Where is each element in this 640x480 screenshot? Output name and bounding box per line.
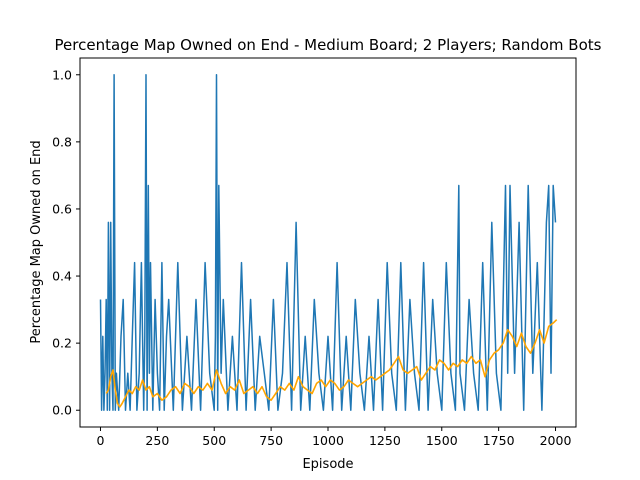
x-tick-label: 1750 [483,433,515,448]
x-axis: 0 250 500 750 1000 1250 1500 1750 2000 [97,427,572,448]
x-tick-label: 250 [145,433,169,448]
y-axis-label: Percentage Map Owned on End [29,140,44,343]
x-tick-label: 750 [259,433,283,448]
y-tick-label: 0.4 [52,269,72,284]
series-layer [99,74,558,411]
series-line-raw [99,74,557,411]
y-axis: 0.0 0.2 0.4 0.6 0.8 1.0 [52,67,80,418]
series-line-moving-average [105,319,558,408]
y-tick-label: 0.0 [52,403,72,418]
y-tick-label: 0.6 [52,201,72,216]
y-tick-label: 0.2 [52,336,72,351]
x-tick-label: 0 [97,433,105,448]
x-tick-label: 2000 [540,433,572,448]
x-tick-label: 500 [202,433,226,448]
chart-title: Percentage Map Owned on End - Medium Boa… [55,36,602,54]
y-tick-label: 1.0 [52,67,72,82]
x-tick-label: 1500 [426,433,458,448]
x-axis-label: Episode [302,457,353,472]
y-tick-label: 0.8 [52,134,72,149]
x-tick-label: 1250 [369,433,401,448]
x-tick-label: 1000 [312,433,344,448]
